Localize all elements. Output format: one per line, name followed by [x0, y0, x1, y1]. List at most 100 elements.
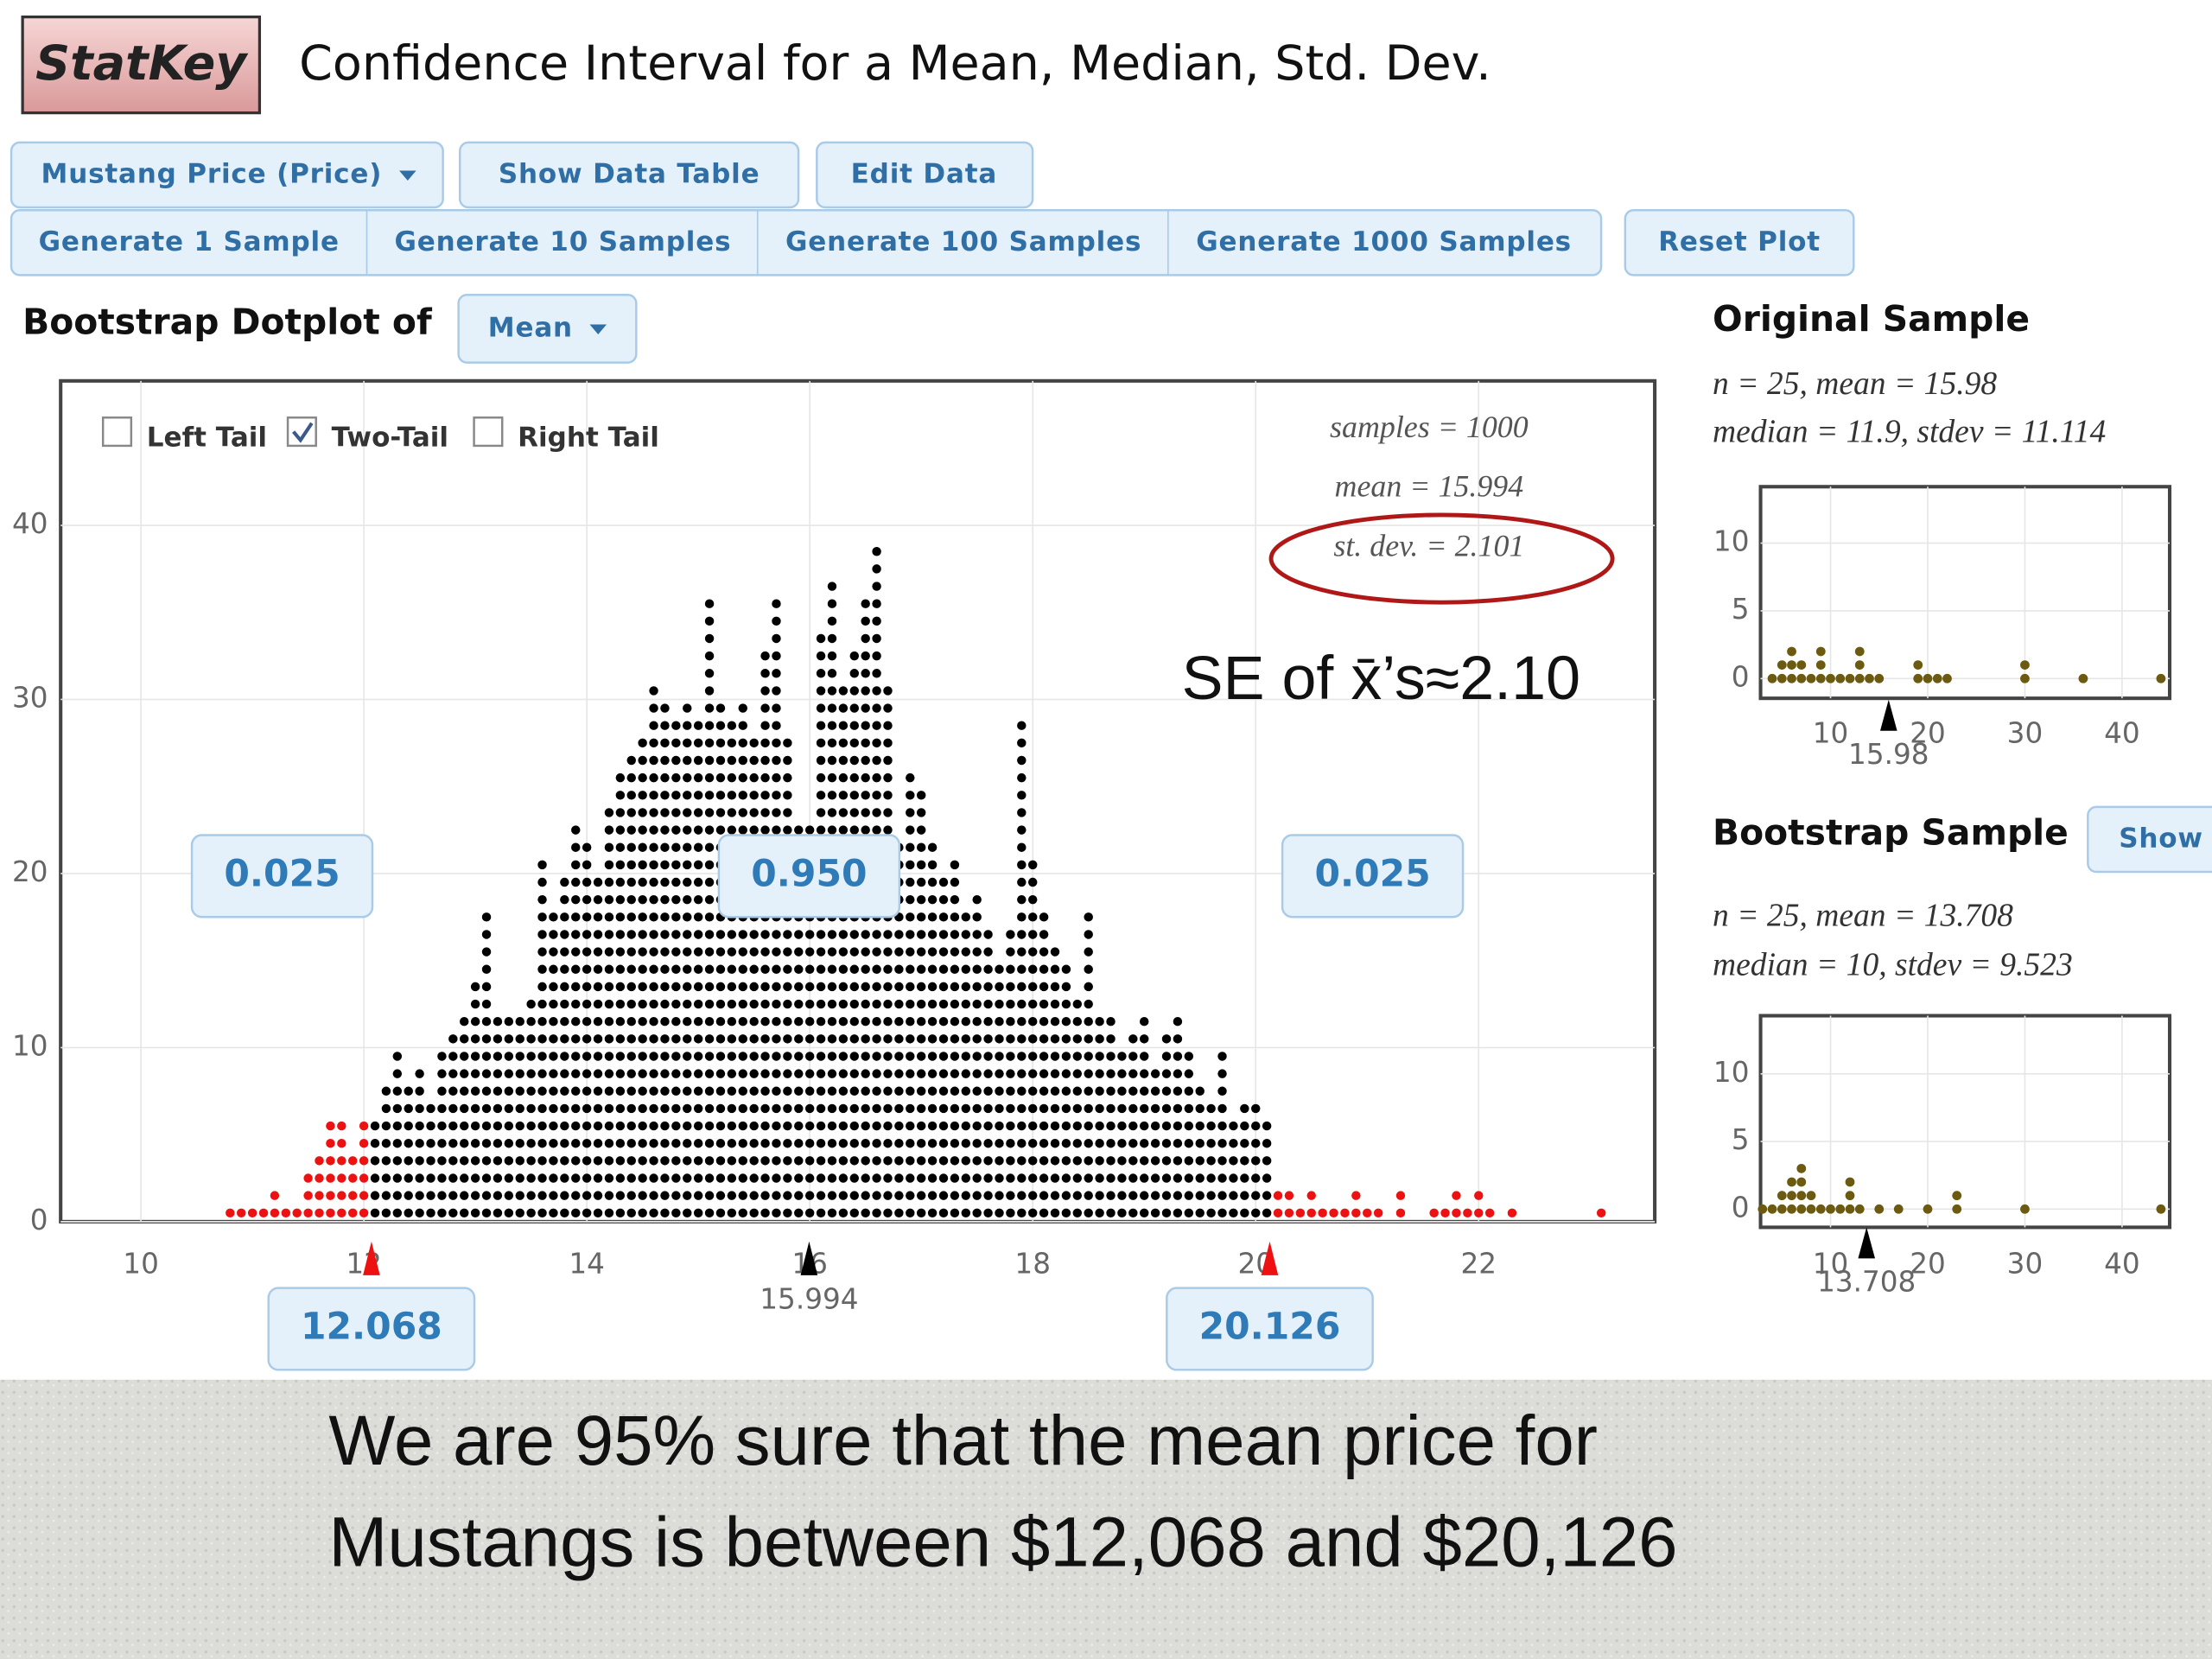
- dot: [493, 1016, 503, 1027]
- dot: [626, 808, 636, 817]
- dot: [906, 999, 915, 1009]
- dot: [693, 842, 703, 852]
- dot: [693, 1034, 703, 1044]
- dot: [872, 1121, 881, 1131]
- dot: [1452, 1208, 1461, 1218]
- dot: [1017, 982, 1027, 992]
- dot: [816, 1016, 826, 1027]
- dot: [526, 1016, 536, 1027]
- dot: [1484, 1208, 1495, 1218]
- dot: [883, 1156, 893, 1166]
- dataset-dropdown[interactable]: [10, 141, 444, 209]
- dot: [448, 1156, 458, 1166]
- dot: [1084, 1173, 1093, 1183]
- dot: [671, 842, 681, 852]
- dot: [872, 947, 881, 957]
- dot: [738, 721, 747, 730]
- dot-column: [1835, 673, 1846, 683]
- dot: [448, 1069, 458, 1078]
- dot: [1150, 1121, 1160, 1131]
- dot-column: [660, 703, 670, 1218]
- dot: [683, 738, 692, 748]
- button[interactable]: [459, 141, 800, 209]
- dot: [470, 1121, 480, 1131]
- dot: [392, 1156, 403, 1166]
- dot: [549, 964, 558, 974]
- dot: [704, 686, 715, 696]
- button[interactable]: [816, 141, 1034, 209]
- dot: [995, 964, 1004, 974]
- dot: [660, 982, 670, 992]
- dot: [1206, 1156, 1216, 1166]
- center-label: 15.994: [760, 1282, 858, 1315]
- dot: [816, 651, 826, 661]
- dot: [515, 1121, 524, 1131]
- dot: [883, 738, 893, 748]
- dot: [615, 1034, 626, 1044]
- dot-column: [448, 1034, 458, 1218]
- dot: [1184, 1121, 1194, 1131]
- dot: [537, 894, 547, 905]
- dot: [1173, 1052, 1183, 1061]
- dot: [1050, 947, 1060, 957]
- statistic-label: Mean: [488, 312, 573, 343]
- dot-column: [938, 877, 949, 1218]
- dot: [1251, 1121, 1261, 1131]
- dot: [582, 842, 592, 852]
- dot: [693, 894, 703, 905]
- dot: [626, 860, 636, 870]
- dot: [571, 1191, 581, 1200]
- button-label: Generate 1000 Samples: [1196, 226, 1572, 257]
- dot: [481, 912, 492, 922]
- dot-column: [727, 721, 737, 1218]
- dot: [1161, 1086, 1172, 1096]
- dot: [504, 1121, 514, 1131]
- dot: [582, 1034, 592, 1044]
- dot: [671, 999, 681, 1009]
- checkbox: [101, 416, 133, 448]
- bound-box: [1166, 1287, 1374, 1371]
- dot: [1006, 1138, 1015, 1148]
- dot: [660, 738, 670, 748]
- dot: [1229, 1138, 1238, 1148]
- mean-label: 13.708: [1817, 1266, 1916, 1299]
- dot: [526, 1173, 536, 1183]
- dot: [582, 964, 592, 974]
- dot: [1777, 673, 1787, 683]
- dot: [604, 894, 614, 905]
- dot: [749, 1086, 759, 1096]
- dot-column: [1484, 1208, 1495, 1218]
- dot: [738, 1208, 747, 1218]
- dot: [638, 1173, 647, 1183]
- dot: [649, 686, 658, 696]
- dot-column: [704, 599, 715, 1218]
- dot: [1463, 1208, 1472, 1218]
- x-tick-label: 10: [123, 1247, 159, 1280]
- dot: [649, 1086, 658, 1096]
- show-button[interactable]: [2087, 805, 2212, 874]
- dot: [938, 964, 949, 974]
- dot: [470, 1191, 480, 1200]
- dot: [916, 1069, 926, 1078]
- x-tick-label: 20: [1910, 1247, 1946, 1280]
- dot: [1173, 1069, 1183, 1078]
- dot: [1796, 1191, 1807, 1201]
- dot: [816, 669, 826, 678]
- reset-button[interactable]: [1624, 209, 1855, 276]
- dot: [638, 1086, 647, 1096]
- dot: [626, 1156, 636, 1166]
- dot: [838, 755, 849, 766]
- dot: [626, 791, 636, 800]
- dot: [1050, 1086, 1060, 1096]
- plot-area: [1758, 485, 2172, 701]
- dot: [582, 1156, 592, 1166]
- dot: [337, 1156, 346, 1166]
- statistic-dropdown[interactable]: [457, 294, 638, 364]
- dot: [883, 721, 893, 730]
- dot: [794, 1156, 804, 1166]
- dot: [404, 1121, 413, 1131]
- dot: [649, 1138, 658, 1148]
- dot: [816, 1121, 826, 1131]
- dot-column: [1826, 1204, 1835, 1214]
- dot: [615, 1016, 626, 1027]
